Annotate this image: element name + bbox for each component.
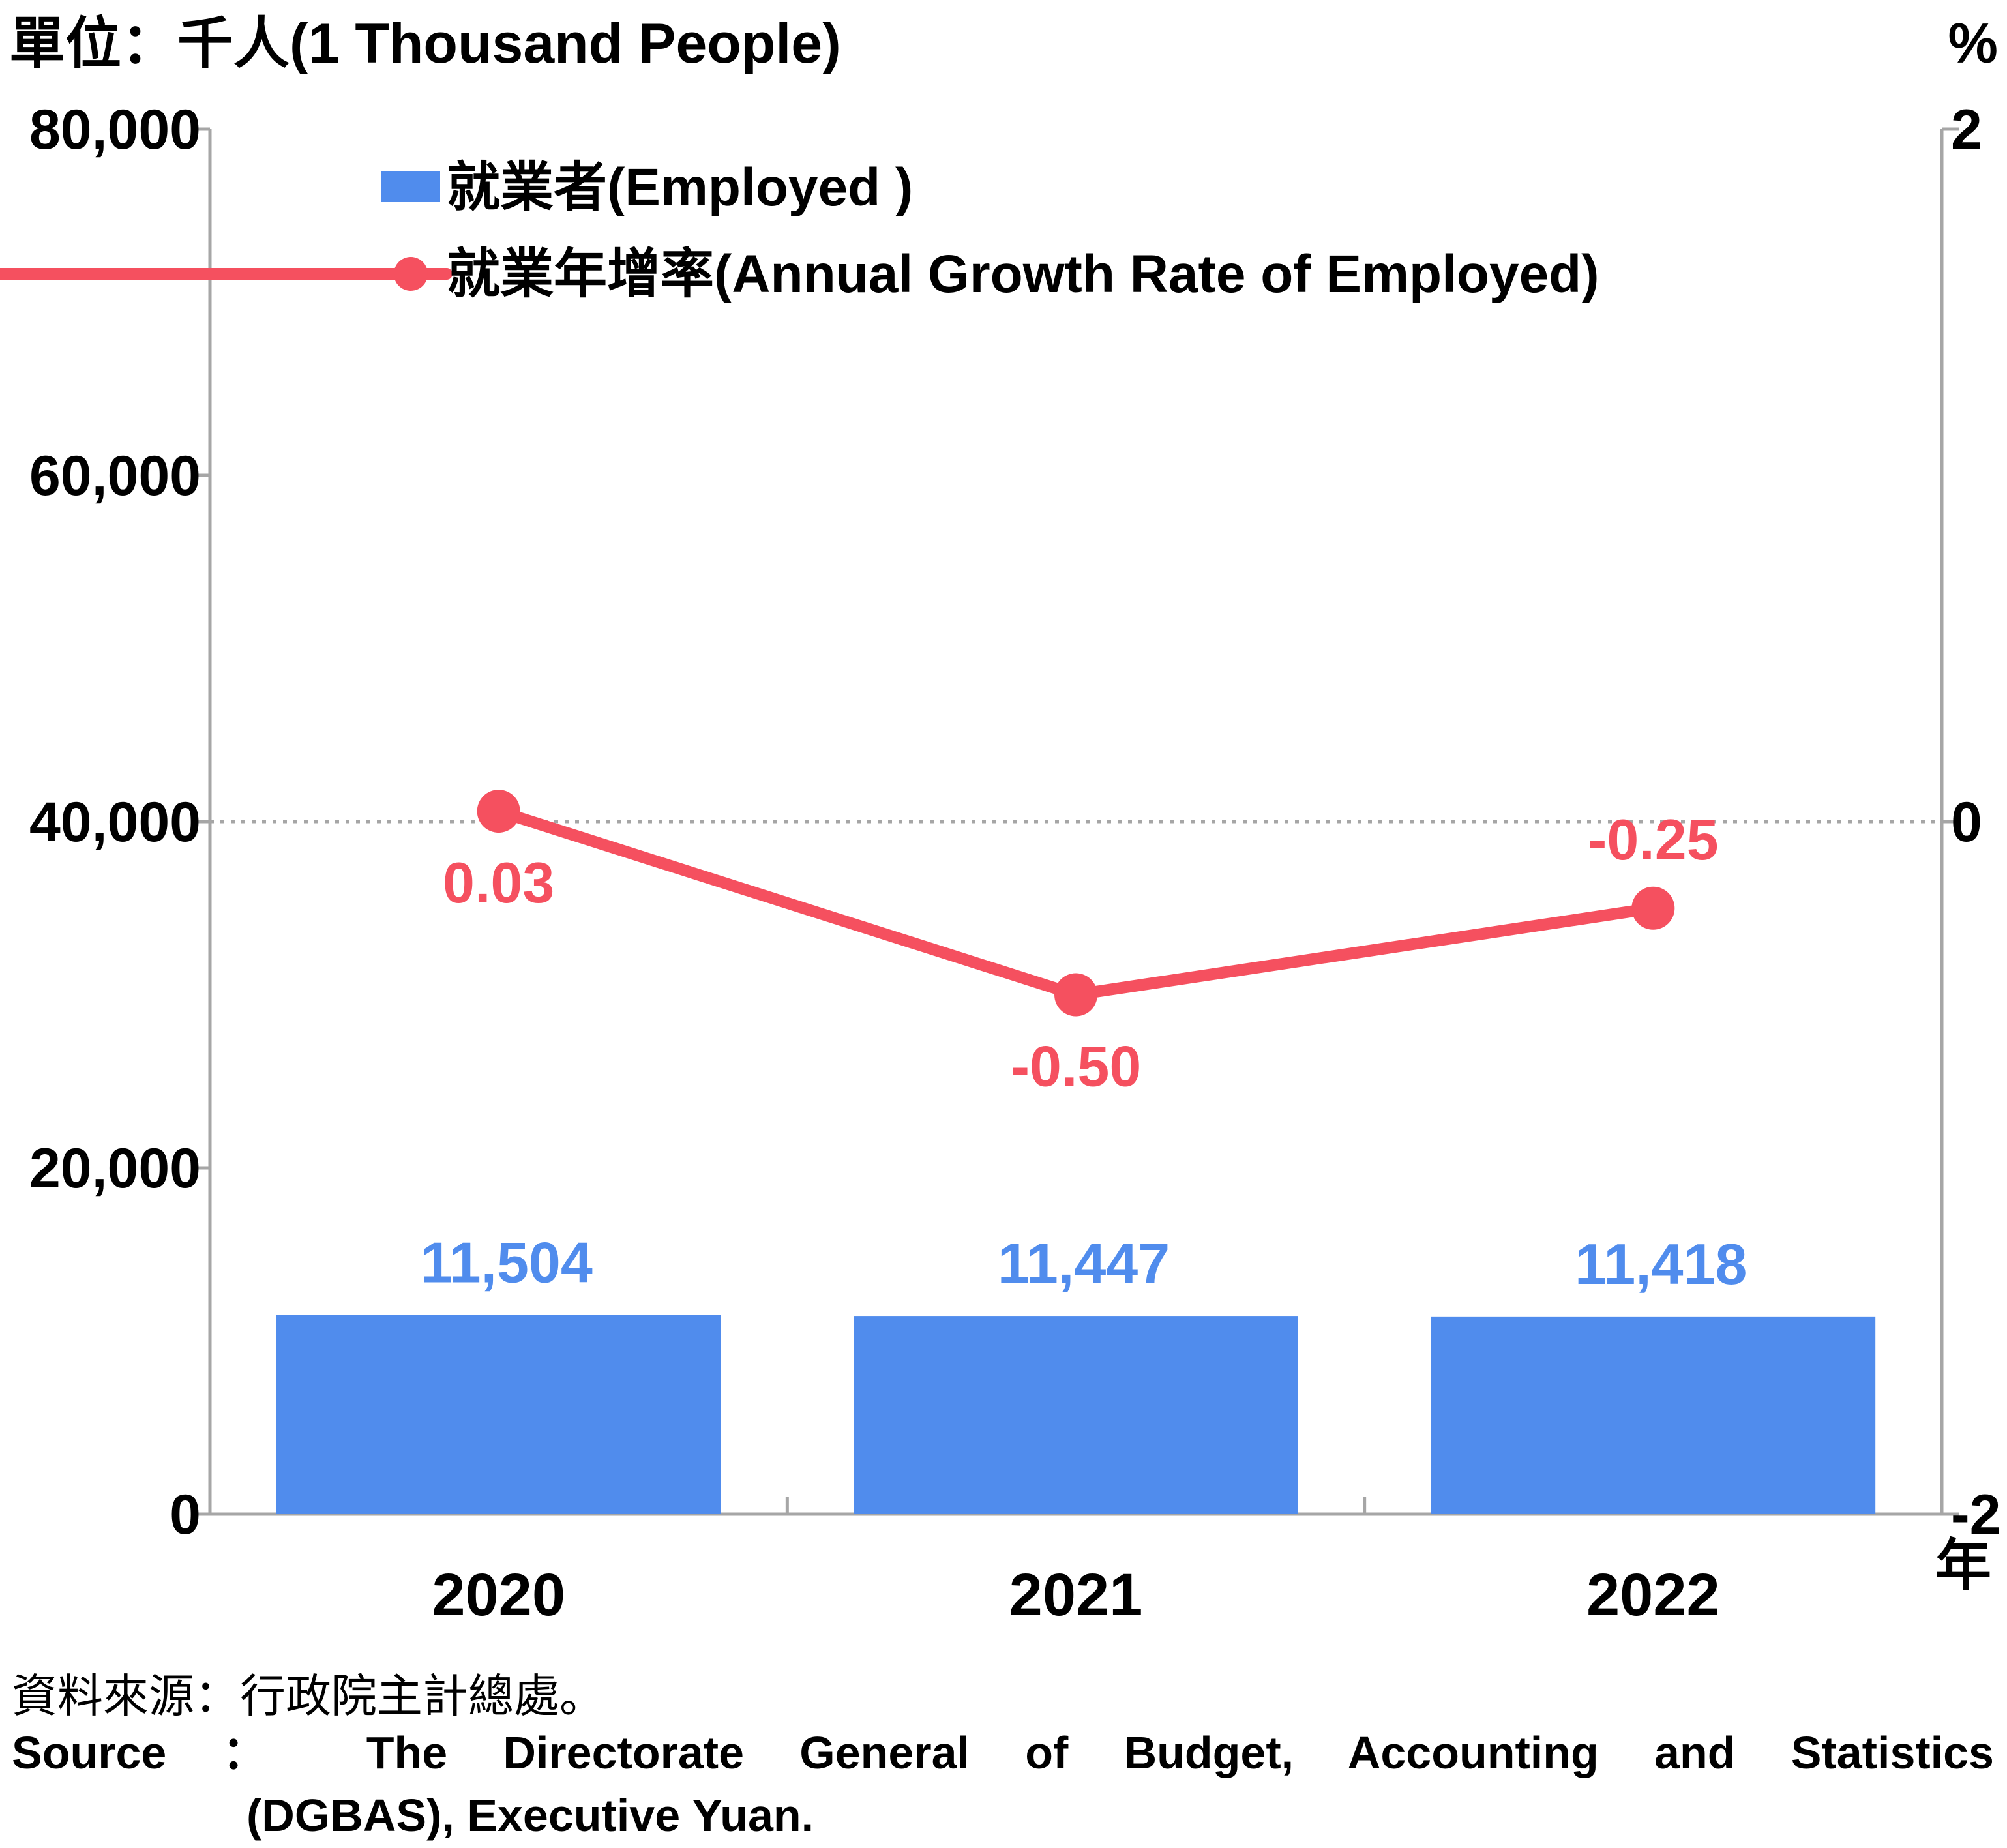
bar-value-label: 11,418 <box>1575 1232 1747 1296</box>
right-tick-label: -2 <box>1951 1483 2000 1546</box>
source-en-line2: (DGBAS), Executive Yuan. <box>246 1790 814 1841</box>
x-tick-label: 2021 <box>1009 1562 1143 1628</box>
right-unit-label: % <box>1948 12 1998 75</box>
bar <box>854 1316 1298 1514</box>
chart: 單位：千人(1 Thousand People) % 年 0 20,000 40,0… <box>0 12 2001 1628</box>
x-tick-label: 2020 <box>432 1562 565 1628</box>
growth-value-label: -0.25 <box>1588 807 1719 872</box>
growth-value-label: 0.03 <box>443 850 554 915</box>
bar-value-label: 11,504 <box>421 1230 593 1295</box>
left-tick-label: 20,000 <box>29 1137 201 1200</box>
data-labels: 11,504 11,447 11,418 0.03 -0.50 -0.25 <box>421 807 1747 1296</box>
legend-label-growth: 就業年增率(Annual Growth Rate of Employed) <box>447 245 1599 304</box>
growth-marker <box>1631 886 1675 930</box>
bars <box>276 1315 1876 1514</box>
legend-swatch-employed <box>381 171 440 202</box>
growth-marker <box>477 790 520 833</box>
legend-marker-growth <box>394 257 428 291</box>
growth-value-label: -0.50 <box>1011 1034 1142 1099</box>
left-unit-label: 單位：千人(1 Thousand People) <box>9 12 841 75</box>
growth-line <box>477 790 1675 1017</box>
x-unit-label: 年 <box>1935 1534 1991 1597</box>
bar-value-label: 11,447 <box>998 1231 1170 1296</box>
growth-marker <box>1054 973 1097 1017</box>
right-tick-label: 2 <box>1951 98 1982 161</box>
right-tick-label: 0 <box>1951 791 1982 854</box>
bar <box>276 1315 721 1514</box>
legend-label-employed: 就業者(Employed ) <box>447 158 913 217</box>
left-tick-label: 60,000 <box>29 445 201 507</box>
axes: 0 20,000 40,000 60,000 80,000 -2 0 2 2020 2021 202… <box>29 98 2001 1628</box>
source-en-line1: Source ： The Directorate General of Budg… <box>12 1727 1994 1778</box>
source-en: Source ： The Directorate General of Budg… <box>12 1721 1994 1847</box>
source-cn: 資料來源：行政院主計總處。 <box>12 1671 605 1721</box>
growth-line-path <box>496 805 1654 1001</box>
left-tick-label: 0 <box>170 1483 201 1546</box>
bar <box>1431 1316 1876 1514</box>
legend: 就業者(Employed ) 就業年增率(Annual Growth Rate … <box>0 158 1599 304</box>
left-tick-label: 80,000 <box>29 98 201 161</box>
left-tick-label: 40,000 <box>29 791 201 854</box>
x-tick-label: 2022 <box>1586 1562 1720 1628</box>
